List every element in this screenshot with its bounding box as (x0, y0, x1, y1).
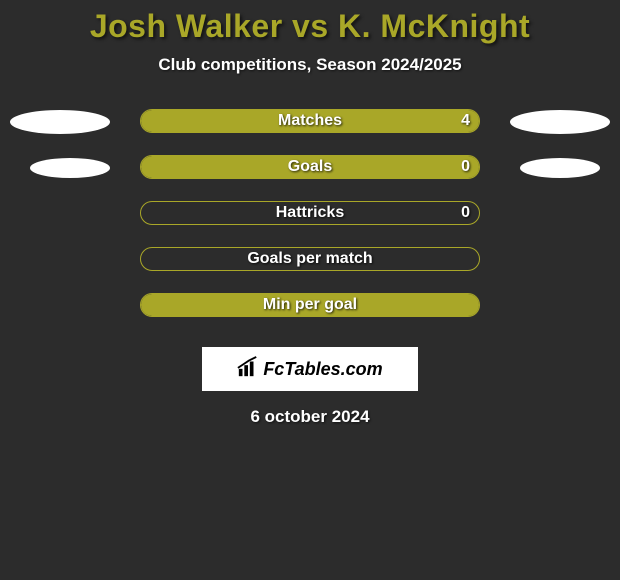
stat-row: Goals per match (0, 247, 620, 293)
right-ellipse-icon (520, 158, 600, 178)
page-subtitle: Club competitions, Season 2024/2025 (0, 55, 620, 75)
left-ellipse-icon (30, 158, 110, 178)
stat-bar-fill (141, 110, 479, 132)
bar-chart-icon (237, 356, 259, 383)
stat-row: Min per goal (0, 293, 620, 339)
stat-bar (140, 155, 480, 179)
left-ellipse-icon (10, 110, 110, 134)
stat-bar (140, 109, 480, 133)
stat-value: 0 (461, 201, 470, 225)
comparison-infographic: Josh Walker vs K. McKnight Club competit… (0, 0, 620, 580)
stat-bar (140, 247, 480, 271)
stat-row: Hattricks 0 (0, 201, 620, 247)
right-ellipse-icon (510, 110, 610, 134)
stat-rows: Matches 4 Goals 0 Hattricks 0 Goals per … (0, 109, 620, 339)
stat-value: 0 (461, 155, 470, 179)
stat-value: 4 (461, 109, 470, 133)
stat-row: Matches 4 (0, 109, 620, 155)
page-title: Josh Walker vs K. McKnight (0, 0, 620, 45)
branding-inner: FcTables.com (237, 356, 382, 383)
stat-bar-fill (141, 294, 479, 316)
stat-bar (140, 293, 480, 317)
date-text: 6 october 2024 (0, 407, 620, 427)
branding-text: FcTables.com (263, 359, 382, 380)
branding-badge: FcTables.com (202, 347, 418, 391)
stat-bar (140, 201, 480, 225)
stat-bar-fill (141, 156, 479, 178)
stat-row: Goals 0 (0, 155, 620, 201)
